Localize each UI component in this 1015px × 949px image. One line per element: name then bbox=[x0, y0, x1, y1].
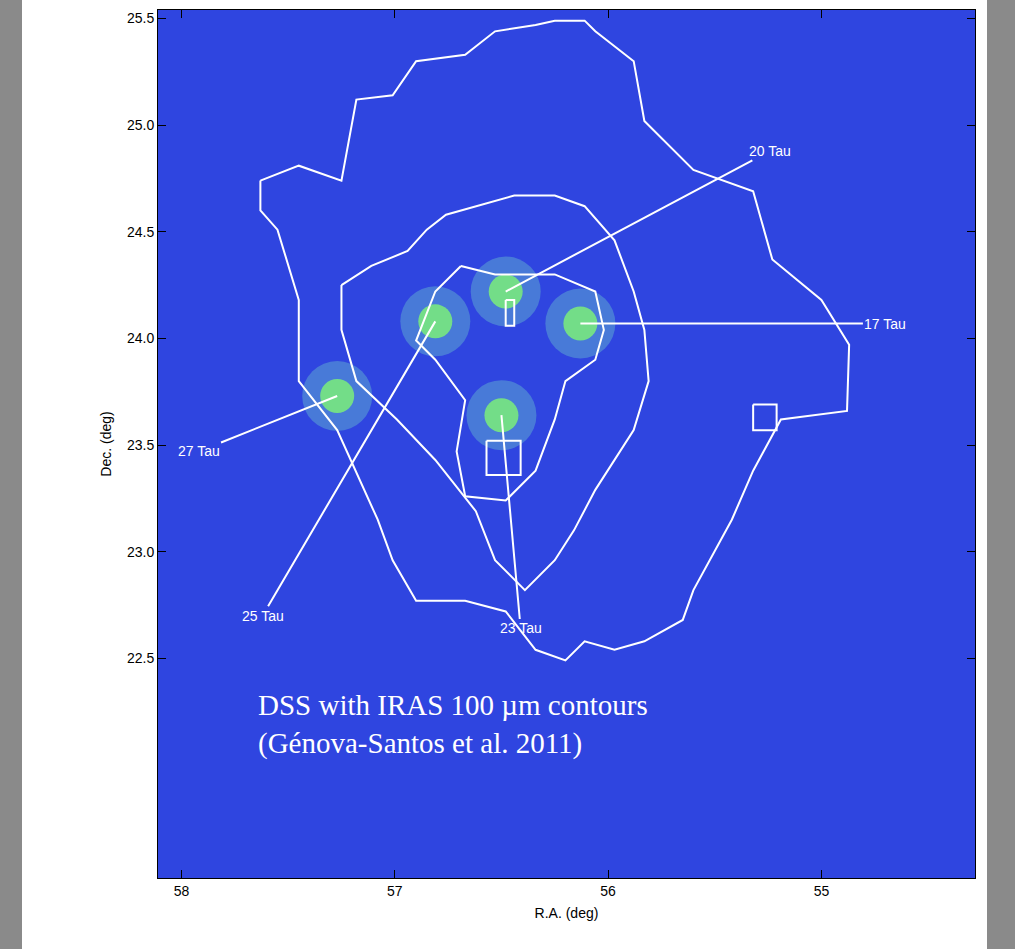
svg-text:55: 55 bbox=[814, 883, 830, 899]
svg-text:23.0: 23.0 bbox=[127, 544, 154, 560]
svg-text:25 Tau: 25 Tau bbox=[242, 608, 284, 624]
svg-text:22.5: 22.5 bbox=[127, 650, 154, 666]
svg-text:23 Tau: 23 Tau bbox=[500, 620, 542, 636]
svg-text:56: 56 bbox=[600, 883, 616, 899]
svg-text:R.A. (deg): R.A. (deg) bbox=[535, 905, 599, 921]
svg-text:25.0: 25.0 bbox=[127, 117, 154, 133]
svg-text:25.5: 25.5 bbox=[127, 10, 154, 26]
svg-text:DSS with IRAS 100 µm contours(: DSS with IRAS 100 µm contours(Génova-San… bbox=[258, 689, 648, 760]
svg-text:20 Tau: 20 Tau bbox=[749, 143, 791, 159]
svg-text:58: 58 bbox=[174, 883, 190, 899]
svg-text:23.5: 23.5 bbox=[127, 437, 154, 453]
svg-text:17 Tau: 17 Tau bbox=[864, 316, 906, 332]
svg-text:27 Tau: 27 Tau bbox=[178, 443, 220, 459]
svg-text:Dec. (deg): Dec. (deg) bbox=[98, 411, 114, 476]
svg-text:57: 57 bbox=[387, 883, 403, 899]
svg-text:24.5: 24.5 bbox=[127, 224, 154, 240]
svg-text:24.0: 24.0 bbox=[127, 330, 154, 346]
